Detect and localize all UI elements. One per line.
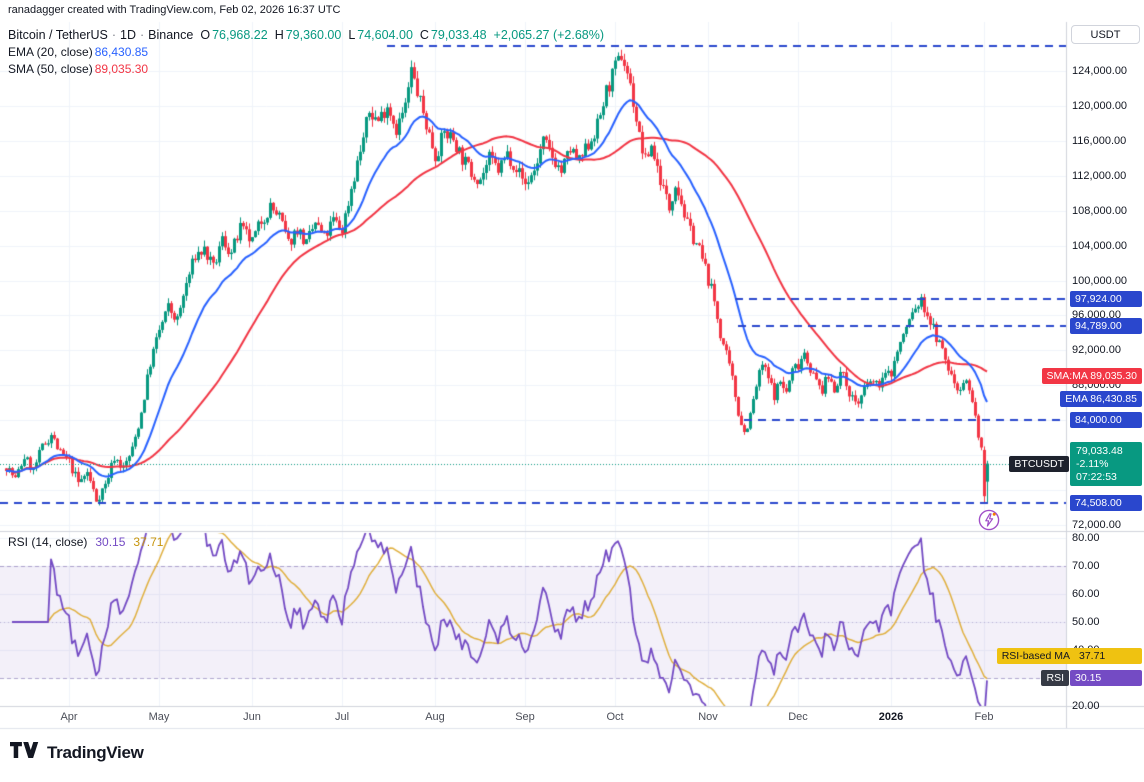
time-axis-label: Sep bbox=[515, 711, 535, 723]
time-axis-label: Jun bbox=[243, 711, 261, 723]
open-label: O bbox=[200, 27, 211, 42]
low-label: L bbox=[348, 27, 356, 42]
price-tick-label: 88,000.00 bbox=[1072, 379, 1121, 392]
time-axis-label: Oct bbox=[606, 711, 624, 723]
price-tick-label: 108,000.00 bbox=[1072, 204, 1128, 217]
change-value: +2,065.27 (+2.68%) bbox=[493, 27, 605, 42]
sma-name: SMA (50, close) bbox=[8, 61, 93, 76]
price-tick-label: 80,000.00 bbox=[1072, 449, 1121, 462]
price-tick-label: 116,000.00 bbox=[1072, 134, 1127, 147]
price-tick-label: 120,000.00 bbox=[1072, 99, 1128, 112]
time-axis-label: Aug bbox=[425, 711, 445, 723]
chart-legend: Bitcoin / TetherUS · 1D · Binance O 76,9… bbox=[8, 26, 604, 77]
price-tick-label: 84,000.00 bbox=[1072, 414, 1121, 427]
rsi-tick-label: 50.00 bbox=[1072, 616, 1100, 628]
rsi-legend-row[interactable]: RSI (14, close) 30.15 37.71 bbox=[8, 533, 163, 550]
close-label: C bbox=[419, 27, 429, 42]
time-axis-label: Dec bbox=[788, 711, 808, 723]
price-tick-label: 72,000.00 bbox=[1072, 519, 1121, 531]
price-axis[interactable]: 124,000.00 120,000.00 116,000.00 112,000.00… bbox=[1066, 22, 1144, 728]
time-axis-label: Apr bbox=[60, 711, 78, 723]
rsi-tick-label: 70.00 bbox=[1072, 560, 1100, 572]
close-value: 79,033.48 bbox=[430, 27, 487, 42]
lightning-icon[interactable] bbox=[978, 509, 1000, 536]
footer: TradingView bbox=[10, 741, 144, 764]
tradingview-logo-icon[interactable] bbox=[10, 741, 40, 764]
price-tick-label: 104,000.00 bbox=[1072, 239, 1128, 252]
rsi-tick-label: 60.00 bbox=[1072, 588, 1100, 600]
price-tick-label: 112,000.00 bbox=[1072, 169, 1127, 182]
rsi-tick-label: 30.00 bbox=[1072, 672, 1100, 684]
time-axis-label: Nov bbox=[698, 711, 718, 723]
attribution-text: ranadagger created with TradingView.com,… bbox=[8, 4, 341, 16]
symbol-legend-row[interactable]: Bitcoin / TetherUS · 1D · Binance O 76,9… bbox=[8, 26, 604, 43]
time-axis-label: 2026 bbox=[878, 711, 904, 723]
price-tick-label: 92,000.00 bbox=[1072, 344, 1121, 357]
time-axis-label: Jul bbox=[334, 711, 350, 723]
sma-legend-row[interactable]: SMA (50, close) 89,035.30 bbox=[8, 60, 604, 77]
price-tick-label: 124,000.00 bbox=[1072, 65, 1128, 77]
exchange-label: Binance bbox=[148, 27, 194, 42]
time-axis-label: Feb bbox=[974, 711, 994, 723]
sma-value: 89,035.30 bbox=[94, 61, 149, 76]
price-tick-label: 96,000.00 bbox=[1072, 309, 1121, 322]
high-label: H bbox=[274, 27, 284, 42]
time-axis-label: May bbox=[148, 711, 170, 723]
open-value: 76,968.22 bbox=[212, 27, 268, 42]
rsi-name: RSI (14, close) bbox=[8, 534, 88, 549]
high-value: 79,360.00 bbox=[285, 27, 342, 42]
ema-value: 86,430.85 bbox=[94, 44, 149, 59]
time-axis[interactable]: Apr May Jun Jul Aug Sep Oct Nov Dec 2026 Feb bbox=[0, 706, 1066, 728]
brand-name[interactable]: TradingView bbox=[47, 742, 144, 762]
rsi-tick-label: 40.00 bbox=[1072, 644, 1100, 656]
low-value: 74,604.00 bbox=[357, 27, 413, 42]
price-tick-label: 100,000.00 bbox=[1072, 274, 1128, 287]
rsi-ma-value: 37.71 bbox=[133, 534, 164, 549]
interval-label: 1D bbox=[120, 27, 136, 42]
rsi-tick-label: 20.00 bbox=[1072, 700, 1100, 712]
separator-dot: · bbox=[111, 27, 116, 42]
separator-dot: · bbox=[139, 27, 145, 42]
symbol-title: Bitcoin / TetherUS bbox=[8, 27, 108, 42]
currency-toggle-button[interactable]: USDT bbox=[1071, 25, 1140, 44]
ema-legend-row[interactable]: EMA (20, close) 86,430.85 bbox=[8, 43, 604, 60]
rsi-value: 30.15 bbox=[95, 534, 126, 549]
ema-name: EMA (20, close) bbox=[8, 44, 93, 59]
rsi-tick-label: 80.00 bbox=[1072, 532, 1100, 544]
